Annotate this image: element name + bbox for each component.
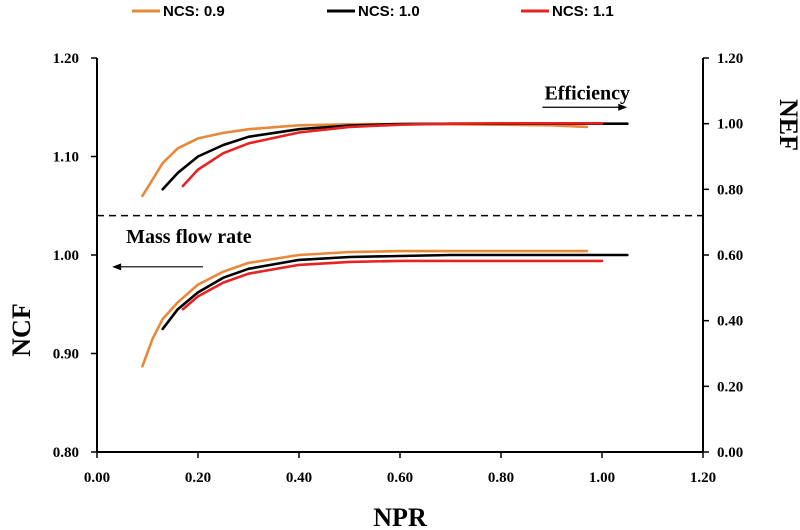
y-left-tick-label: 1.10 [53,150,79,166]
x-tick-label: 1.20 [690,470,716,486]
y-left-tick-label: 0.80 [53,445,79,461]
y-right-tick-label: 1.20 [717,51,743,67]
series-line-efficiency-ncs-1-0 [161,122,629,191]
y-left-tick-label: 0.90 [53,347,79,363]
legend-label-ncs-1-1: NCS: 1.1 [552,3,614,20]
x-tick-label: 1.00 [589,470,615,486]
x-tick-label: 0.80 [488,470,514,486]
y-left-axis-title: NCF [7,303,36,356]
series-line-mass-flow-rate-ncs-0-9 [141,249,589,368]
x-tick-label: 0.00 [84,470,110,486]
y-right-ticks: 0.00 0.20 0.40 0.60 0.80 1.00 1.20 [703,51,743,461]
y-right-tick-label: 1.00 [717,117,743,133]
legend-label-ncs-0-9: NCS: 0.9 [163,3,225,20]
series-line-mass-flow-rate-ncs-1-1 [181,259,604,311]
x-ticks: 0.00 0.20 0.40 0.60 0.80 1.00 1.20 [84,452,716,486]
y-right-tick-label: 0.00 [717,445,743,461]
y-right-tick-label: 0.80 [717,182,743,198]
x-tick-label: 0.20 [185,470,211,486]
y-right-tick-label: 0.20 [717,379,743,395]
y-left-ticks: 0.80 0.90 1.00 1.10 1.20 [53,51,97,461]
x-axis-title: NPR [373,503,427,530]
x-tick-label: 0.60 [387,470,413,486]
series-line-efficiency-ncs-0-9 [141,122,589,198]
legend: NCS: 0.9 NCS: 1.0 NCS: 1.1 [132,3,614,20]
y-right-axis-title: NEF [774,99,800,151]
annotation-mass-flow-rate: Mass flow rate [126,226,252,248]
y-left-tick-label: 1.00 [53,248,79,264]
series-group [141,122,629,368]
series-line-mass-flow-rate-ncs-1-0 [161,253,629,331]
arrowhead-efficiency [618,103,628,111]
x-tick-label: 0.40 [286,470,312,486]
y-left-tick-label: 1.20 [53,51,79,67]
annotation-efficiency: Efficiency [544,82,630,104]
series-line-efficiency-ncs-1-1 [181,122,604,188]
legend-label-ncs-1-0: NCS: 1.0 [358,3,420,20]
y-right-tick-label: 0.60 [717,248,743,264]
arrowhead-mass-flow-rate [112,263,122,271]
y-right-tick-label: 0.40 [717,314,743,330]
